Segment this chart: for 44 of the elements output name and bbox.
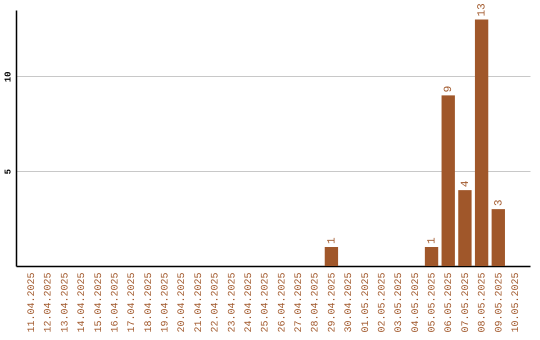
- x-tick-label: 19.04.2025: [160, 272, 172, 333]
- x-tick-label: 03.05.2025: [394, 272, 406, 333]
- x-tick-label: 01.05.2025: [360, 272, 372, 333]
- bar: [458, 190, 472, 266]
- bar: [492, 209, 505, 266]
- data-label: 1: [426, 237, 439, 244]
- x-tick-label: 08.05.2025: [478, 272, 489, 333]
- bar: [424, 247, 438, 266]
- bar: [474, 19, 488, 266]
- bar: [324, 247, 338, 266]
- bar: [442, 95, 455, 266]
- data-label: 13: [476, 3, 489, 16]
- x-tick-label: 30.04.2025: [344, 272, 356, 333]
- x-tick-label: 18.04.2025: [144, 272, 155, 333]
- x-tick-label: 04.05.2025: [410, 272, 422, 333]
- x-tick-label: 29.04.2025: [327, 272, 338, 333]
- x-tick-label: 28.04.2025: [310, 272, 322, 333]
- x-tick-label: 05.05.2025: [428, 272, 439, 333]
- x-tick-label: 12.04.2025: [44, 272, 55, 333]
- x-tick-label: 26.04.2025: [277, 272, 288, 333]
- x-tick-label: 15.04.2025: [94, 272, 105, 333]
- x-tick-label: 06.05.2025: [444, 272, 456, 333]
- y-tick-label: 10: [4, 71, 14, 82]
- x-tick-label: 11.04.2025: [27, 272, 38, 333]
- x-tick-label: 16.04.2025: [110, 272, 122, 333]
- data-label: 4: [460, 180, 472, 188]
- x-tick-label: 17.04.2025: [127, 272, 138, 333]
- x-tick-label: 09.05.2025: [494, 272, 506, 333]
- x-tick-label: 27.04.2025: [294, 272, 306, 333]
- x-tick-label: 22.04.2025: [210, 272, 222, 333]
- x-tick-label: 23.04.2025: [227, 272, 238, 333]
- x-tick-label: 02.05.2025: [377, 272, 388, 333]
- x-tick-label: 24.04.2025: [244, 272, 255, 333]
- y-tick-label: 5: [4, 168, 14, 174]
- x-tick-label: 07.05.2025: [460, 272, 472, 333]
- x-tick-label: 25.04.2025: [260, 272, 272, 333]
- x-tick-label: 20.04.2025: [177, 272, 188, 333]
- x-tick-label: 13.04.2025: [60, 272, 72, 333]
- data-label: 1: [326, 237, 338, 244]
- data-label: 3: [493, 200, 506, 206]
- x-tick-label: 14.04.2025: [77, 272, 88, 333]
- data-label: 9: [443, 86, 456, 92]
- x-tick-label: 10.05.2025: [510, 272, 522, 333]
- x-tick-label: 21.04.2025: [194, 272, 205, 333]
